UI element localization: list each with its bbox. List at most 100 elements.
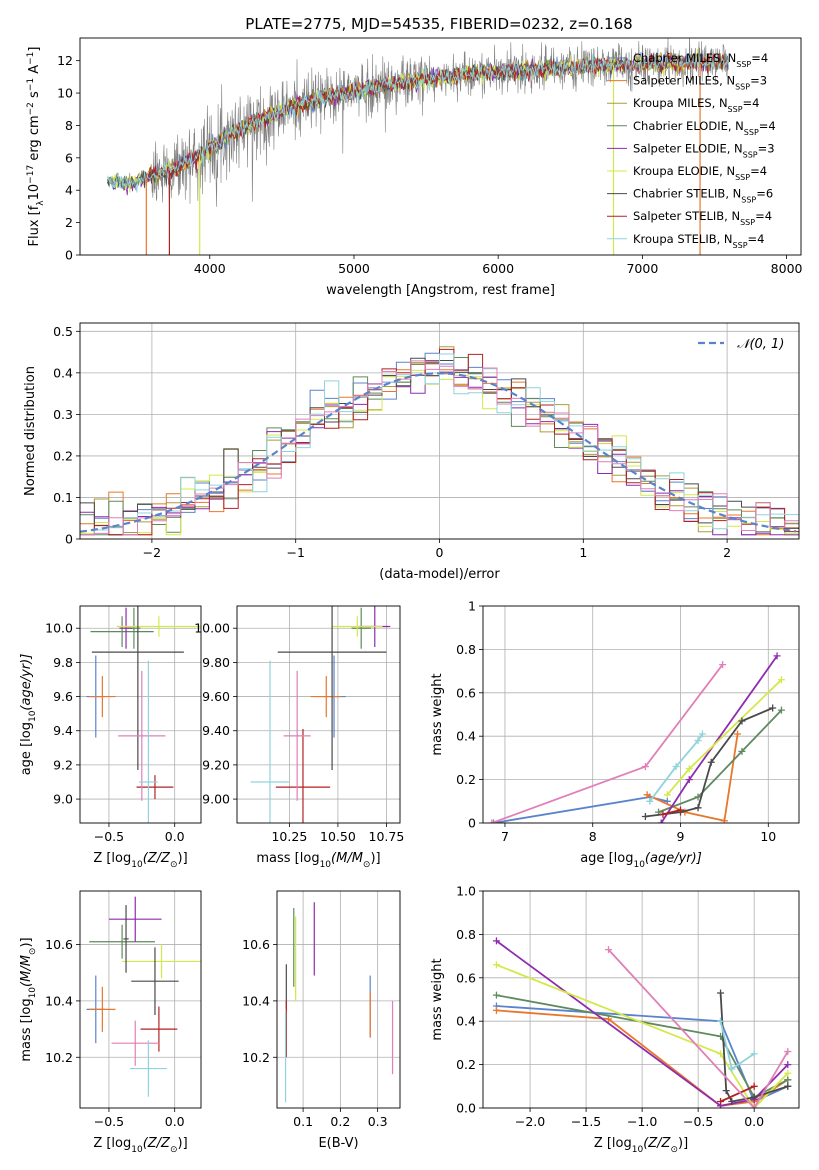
mass_weight_vs_age-xtick-label: 7 xyxy=(501,829,509,844)
age_vs_mass-frame xyxy=(236,605,401,824)
spectrum-legend: Chabrier MILES, NSSP=4 Salpeter MILES, NS… xyxy=(607,51,776,249)
mass_weight_vs_Z-frame xyxy=(482,890,800,1109)
mass_weight_vs_age-marker xyxy=(734,730,742,738)
mass_weight_vs_Z-marker xyxy=(492,937,500,945)
mass_weight_vs_age-marker xyxy=(672,763,680,771)
age_vs_Z-xtick-label: 0.0 xyxy=(165,829,185,844)
mass_weight_vs_Z-marker xyxy=(728,1065,736,1073)
mass_vs_Z-xtick-label: 0.0 xyxy=(165,1114,185,1129)
mass_vs_Z-xtick-label: −0.5 xyxy=(94,1114,124,1129)
mass_weight_vs_Z-ytick-label: 0.8 xyxy=(456,927,476,942)
residuals-ytick-label: 0.3 xyxy=(53,407,73,422)
mass_weight_vs_age-marker xyxy=(720,817,728,823)
residuals-ylabel: Normed distribution xyxy=(23,366,38,496)
mass_vs_Z-ytick-label: 10.6 xyxy=(45,937,73,952)
mass_weight_vs_age-xlabel: age [log10(age/yr)] xyxy=(580,851,702,870)
mass_weight_vs_Z-line-3 xyxy=(495,940,789,1107)
normal-legend-label: 𝒩(0, 1) xyxy=(737,337,784,352)
residuals-xtick-label: −1 xyxy=(286,545,304,560)
legend-label-6: Chabrier STELIB, NSSP=6 xyxy=(633,187,773,205)
mass_weight_vs_Z-ytick-label: 0.2 xyxy=(456,1057,476,1072)
mass_vs_ebv-frame xyxy=(276,890,401,1109)
mass_weight_vs_Z-ytick-label: 0.6 xyxy=(456,970,476,985)
mass_weight_vs_Z-line-0 xyxy=(496,1005,789,1103)
age_vs_mass-ytick-label: 9.20 xyxy=(202,757,230,772)
mass_weight_vs_Z-marker xyxy=(784,1048,792,1056)
mass_weight_vs_Z-line-6 xyxy=(720,1085,755,1103)
mass_weight_vs_age-marker xyxy=(694,804,702,812)
age_vs_Z-ytick-label: 9.2 xyxy=(53,757,73,772)
age_vs_Z-xlabel: Z [log10(Z/Z⊙)] xyxy=(93,851,187,870)
age_vs_Z-frame xyxy=(79,605,202,824)
legend-label-2: Kroupa MILES, NSSP=4 xyxy=(633,96,759,114)
legend-label-0: Chabrier MILES, NSSP=4 xyxy=(633,51,768,69)
mass_weight_vs_age-line-2 xyxy=(658,709,783,813)
mass_weight_vs_Z-marker xyxy=(722,1087,730,1095)
residuals-xtick-label: 2 xyxy=(723,545,731,560)
legend-label-7: Salpeter STELIB, NSSP=4 xyxy=(633,209,772,227)
mass_weight_vs_age-marker xyxy=(707,758,715,766)
age_vs_mass-ytick-label: 9.60 xyxy=(202,689,230,704)
mass_weight_vs_Z-marker xyxy=(750,1082,758,1090)
age_vs_mass-xtick-label: 10.50 xyxy=(320,829,356,844)
legend-label-5: Kroupa ELODIE, NSSP=4 xyxy=(633,164,767,182)
mass_weight_vs_age-marker xyxy=(685,776,693,784)
mass_weight_vs_Z-marker xyxy=(784,1061,792,1069)
mass_weight_vs_age-xtick-label: 8 xyxy=(589,829,597,844)
panel-age_vs_Z: −0.5 0.0 9.0 9.2 9.4 9.6 9.8 10.0 Z [log10(Z/Z⊙)… xyxy=(19,605,202,870)
mass_vs_Z-plot-area xyxy=(80,891,201,1108)
age_vs_Z-plot-area xyxy=(80,606,201,823)
spectrum-xlabel: wavelength [Angstrom, rest frame] xyxy=(326,283,555,298)
mass_weight_vs_age-line-4 xyxy=(666,679,783,796)
mass_weight_vs_Z-marker xyxy=(784,1069,792,1077)
mass_weight_vs_age-marker xyxy=(641,812,649,820)
age_vs_mass-plot-area xyxy=(237,606,400,823)
mass_weight_vs_age-ytick-label: 0 xyxy=(468,816,476,831)
age_vs_mass-xtick-label: 10.25 xyxy=(271,829,307,844)
mass_weight_vs_age-plot-area xyxy=(483,606,799,823)
spectrum-xtick-label: 8000 xyxy=(771,261,803,276)
residuals-ytick-label: 0.1 xyxy=(53,490,73,505)
mass_weight_vs_age-marker xyxy=(738,717,746,725)
residuals-xlabel: (data-model)/error xyxy=(379,567,500,582)
mass_vs_Z-frame xyxy=(79,890,202,1109)
age_vs_mass-xlabel: mass [log10(M/M⊙)] xyxy=(256,851,380,870)
spectrum-ytick-label: 0 xyxy=(65,248,73,263)
mass_weight_vs_age-marker xyxy=(777,676,785,684)
mass_weight_vs_age-xtick-label: 9 xyxy=(677,829,685,844)
mass_weight_vs_Z-marker xyxy=(717,1050,725,1058)
mass_weight_vs_Z-marker xyxy=(605,946,613,954)
mass_weight_vs_Z-line-7 xyxy=(607,948,789,1108)
mass_vs_ebv-xtick-label: 0.2 xyxy=(330,1114,350,1129)
age_vs_mass-xtick-label: 10.75 xyxy=(369,829,405,844)
normal-curve xyxy=(80,372,797,533)
mass_vs_Z-ylabel: mass [log10(M/M⊙)] xyxy=(19,937,38,1061)
mass_weight_vs_age-line-8 xyxy=(649,733,704,802)
panel-mass_weight_vs_Z: −2.0 −1.5 −1.0 −0.5 0.0 0.0 0.2 0.4 0.6 0.8 1.0 Z [… xyxy=(430,884,800,1155)
panel-mass_weight_vs_age: 7 8 9 10 0 0.2 0.4 0.6 0.8 1 age [log10(age/yr)] ma… xyxy=(430,599,800,870)
mass_weight_vs_age-line-6 xyxy=(662,809,681,816)
spectrum-plot-area xyxy=(107,38,730,255)
mass_weight_vs_Z-xtick-label: 0.0 xyxy=(744,1114,764,1129)
mass_weight_vs_age-line-5 xyxy=(645,707,774,818)
mass_weight_vs_Z-xlabel: Z [log10(Z/Z⊙)] xyxy=(594,1136,688,1155)
age_vs_Z-ytick-label: 9.8 xyxy=(53,655,73,670)
mass_weight_vs_age-ytick-label: 0.6 xyxy=(456,685,476,700)
residuals-ytick-label: 0.4 xyxy=(53,365,73,380)
residuals-ytick-label: 0 xyxy=(65,532,73,547)
mass_weight_vs_Z-xtick-label: −0.5 xyxy=(683,1114,713,1129)
mass_weight_vs_Z-xtick-label: −1.5 xyxy=(571,1114,601,1129)
mass_vs_ebv-ytick-label: 10.4 xyxy=(242,993,270,1008)
spectrum-xtick-label: 7000 xyxy=(626,261,658,276)
mass_weight_vs_Z-marker xyxy=(784,1076,792,1084)
mass_weight_vs_age-line-0 xyxy=(493,796,668,823)
residual-histogram-9 xyxy=(80,360,799,536)
residuals-ytick-label: 0.5 xyxy=(53,324,73,339)
mass_weight_vs_age-marker xyxy=(719,661,727,669)
residuals-xtick-label: 1 xyxy=(579,545,587,560)
mass_vs_ebv-xtick-label: 0.3 xyxy=(368,1114,388,1129)
mass_weight_vs_Z-marker xyxy=(750,1093,758,1101)
spectrum-ytick-label: 6 xyxy=(65,150,73,165)
